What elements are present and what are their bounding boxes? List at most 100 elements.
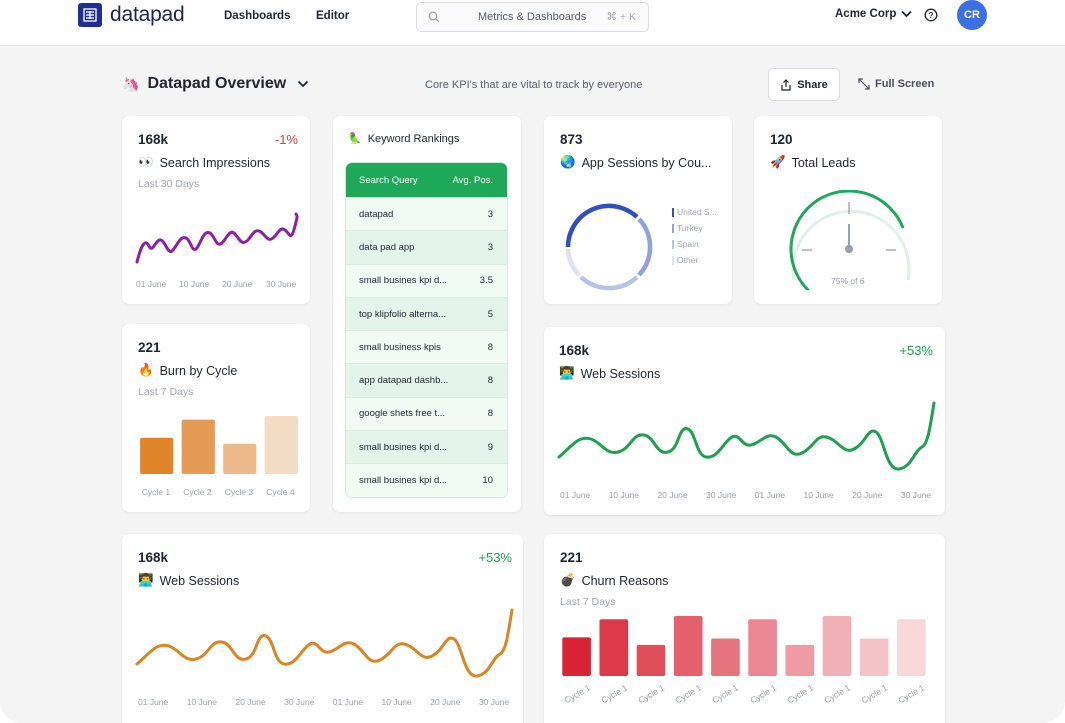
legend-label: Turkey bbox=[677, 223, 703, 233]
x-axis-label: 10 June bbox=[179, 279, 210, 289]
kpi-period: Last 7 Days bbox=[560, 596, 616, 608]
x-axis-label: 20 June bbox=[235, 697, 266, 707]
avg-position-cell: 3.5 bbox=[479, 275, 493, 287]
keyword-rankings-card[interactable]: 🦜 Keyword Rankings Search Query Avg. Pos… bbox=[333, 116, 521, 512]
app-sessions-card[interactable]: 873 🌏 App Sessions by Cou... United S...… bbox=[544, 116, 732, 304]
churn-reasons-chart bbox=[562, 616, 926, 677]
x-axis-label: 20 June bbox=[852, 490, 883, 500]
x-axis-label: 20 June bbox=[430, 697, 461, 707]
bar[interactable] bbox=[711, 638, 740, 677]
total-leads-gauge bbox=[789, 190, 911, 290]
kpi-value: 168k bbox=[559, 343, 590, 358]
x-axis-label: 30 June bbox=[706, 490, 737, 500]
donut-slice bbox=[637, 217, 653, 277]
app-sessions-donut bbox=[565, 203, 653, 291]
x-axis-label: Cycle 4 bbox=[266, 487, 295, 497]
legend-item: Spain bbox=[672, 236, 717, 252]
table-row[interactable]: data pad app 3 bbox=[346, 230, 507, 264]
chevron-down-icon bbox=[297, 80, 309, 88]
bar[interactable] bbox=[636, 644, 666, 676]
org-name: Acme Corp bbox=[835, 8, 897, 20]
table-row[interactable]: datapad 3 bbox=[346, 197, 507, 231]
donut-legend: United S... Turkey Spain Other bbox=[672, 204, 717, 268]
search-query-cell: small business kpis bbox=[359, 341, 441, 353]
kpi-value: 221 bbox=[560, 550, 583, 565]
bar[interactable] bbox=[264, 416, 298, 474]
globe-icon: 🌏 bbox=[560, 155, 576, 169]
bomb-icon: 💣 bbox=[560, 573, 576, 587]
kpi-title: Burn by Cycle bbox=[159, 363, 238, 378]
burn-by-cycle-chart bbox=[140, 416, 298, 474]
kpi-title-row: 🦜 Keyword Rankings bbox=[348, 132, 460, 146]
bar[interactable] bbox=[599, 619, 629, 676]
brand-logo[interactable]: datapad bbox=[78, 3, 185, 27]
x-axis-label: 30 June bbox=[284, 697, 315, 707]
nav-dashboards[interactable]: Dashboards bbox=[224, 10, 291, 22]
x-axis-label: 10 June bbox=[608, 490, 639, 500]
dashboard-selector[interactable]: 🦄 Datapad Overview bbox=[122, 75, 309, 93]
bar[interactable] bbox=[785, 644, 815, 676]
chevron-down-icon bbox=[901, 10, 912, 18]
table-row[interactable]: small busines kpi d... 9 bbox=[346, 430, 507, 464]
table-row[interactable]: google shets free t... 8 bbox=[346, 396, 507, 431]
nav-editor[interactable]: Editor bbox=[316, 10, 350, 22]
org-switcher[interactable]: Acme Corp bbox=[835, 8, 912, 20]
table-row[interactable]: top klipfolio alterna... 5 bbox=[346, 296, 507, 331]
full-screen-button[interactable]: Full Screen bbox=[858, 78, 934, 90]
x-axis-label: 30 June bbox=[266, 279, 297, 289]
bar[interactable] bbox=[223, 443, 257, 474]
table-row[interactable]: small business kpis 8 bbox=[346, 330, 507, 364]
x-axis-label: 20 June bbox=[222, 279, 253, 289]
bar[interactable] bbox=[748, 619, 777, 676]
datapad-logo-icon bbox=[78, 3, 102, 27]
bar[interactable] bbox=[181, 419, 215, 474]
burn-by-cycle-card[interactable]: 221 🔥 Burn by Cycle Last 7 Days Cycle 1 C… bbox=[122, 324, 310, 512]
kpi-change: +53% bbox=[478, 550, 512, 565]
x-axis-label: Cycle 1 bbox=[785, 682, 815, 706]
bar[interactable] bbox=[859, 638, 889, 677]
column-header: Search Query bbox=[359, 174, 418, 186]
gauge-value-arc bbox=[789, 190, 905, 290]
table-row[interactable]: app datapad dashb... 8 bbox=[346, 363, 507, 397]
kpi-title: App Sessions by Cou... bbox=[581, 155, 712, 170]
keyword-table: Search Query Avg. Pos. datapad 3 data pad … bbox=[345, 162, 508, 498]
top-navigation-bar: datapad Dashboards Editor Metrics & Dash… bbox=[0, 0, 1065, 46]
share-label: Share bbox=[797, 78, 828, 91]
x-axis-label: Cycle 1 bbox=[896, 682, 927, 706]
bar[interactable] bbox=[822, 616, 852, 676]
web-sessions-card[interactable]: 168k +53% 👨‍💻 Web Sessions 01 June 10 Jun… bbox=[122, 534, 523, 723]
x-axis-label: 01 June bbox=[332, 697, 364, 707]
table-row[interactable]: small busines kpi d... 10 bbox=[346, 463, 507, 497]
kpi-title: Keyword Rankings bbox=[367, 132, 460, 145]
total-leads-card[interactable]: 120 🚀 Total Leads 75% of 6 bbox=[754, 116, 942, 304]
search-query-cell: data pad app bbox=[359, 241, 415, 253]
web-sessions-line-chart bbox=[557, 401, 936, 471]
legend-label: United S... bbox=[677, 207, 717, 217]
search-impressions-sparkline bbox=[135, 212, 299, 264]
table-row[interactable]: small busines kpi d... 3.5 bbox=[346, 263, 507, 297]
x-axis-label: Cycle 1 bbox=[822, 682, 852, 706]
kpi-title: Search Impressions bbox=[159, 155, 271, 170]
bar[interactable] bbox=[673, 616, 703, 676]
bar[interactable] bbox=[140, 437, 174, 474]
share-button[interactable]: Share bbox=[768, 68, 840, 101]
kpi-title-row: 👨‍💻 Web Sessions bbox=[138, 573, 239, 588]
web-sessions-card[interactable]: 168k +53% 👨‍💻 Web Sessions 01 June 10 Jun… bbox=[544, 327, 945, 515]
kpi-change: +53% bbox=[899, 343, 933, 358]
search-input[interactable]: Metrics & Dashboards ⌘ + K bbox=[416, 2, 649, 32]
bar[interactable] bbox=[562, 637, 591, 676]
kpi-title-row: 🌏 App Sessions by Cou... bbox=[560, 155, 712, 170]
help-icon[interactable]: ? bbox=[924, 8, 938, 22]
x-axis-label: 01 June bbox=[136, 279, 167, 289]
user-avatar[interactable]: CR bbox=[957, 0, 987, 30]
kpi-value: 221 bbox=[138, 340, 161, 355]
web-sessions-line-chart bbox=[135, 608, 514, 678]
search-impressions-card[interactable]: 168k -1% 👀 Search Impressions Last 30 Da… bbox=[122, 116, 310, 304]
x-axis-label: 01 June bbox=[560, 490, 591, 500]
bar[interactable] bbox=[897, 619, 926, 676]
x-axis-label: 10 June bbox=[186, 697, 217, 707]
kpi-title-row: 🚀 Total Leads bbox=[770, 155, 856, 170]
page-subtitle: Core KPI's that are vital to track by ev… bbox=[425, 79, 643, 91]
